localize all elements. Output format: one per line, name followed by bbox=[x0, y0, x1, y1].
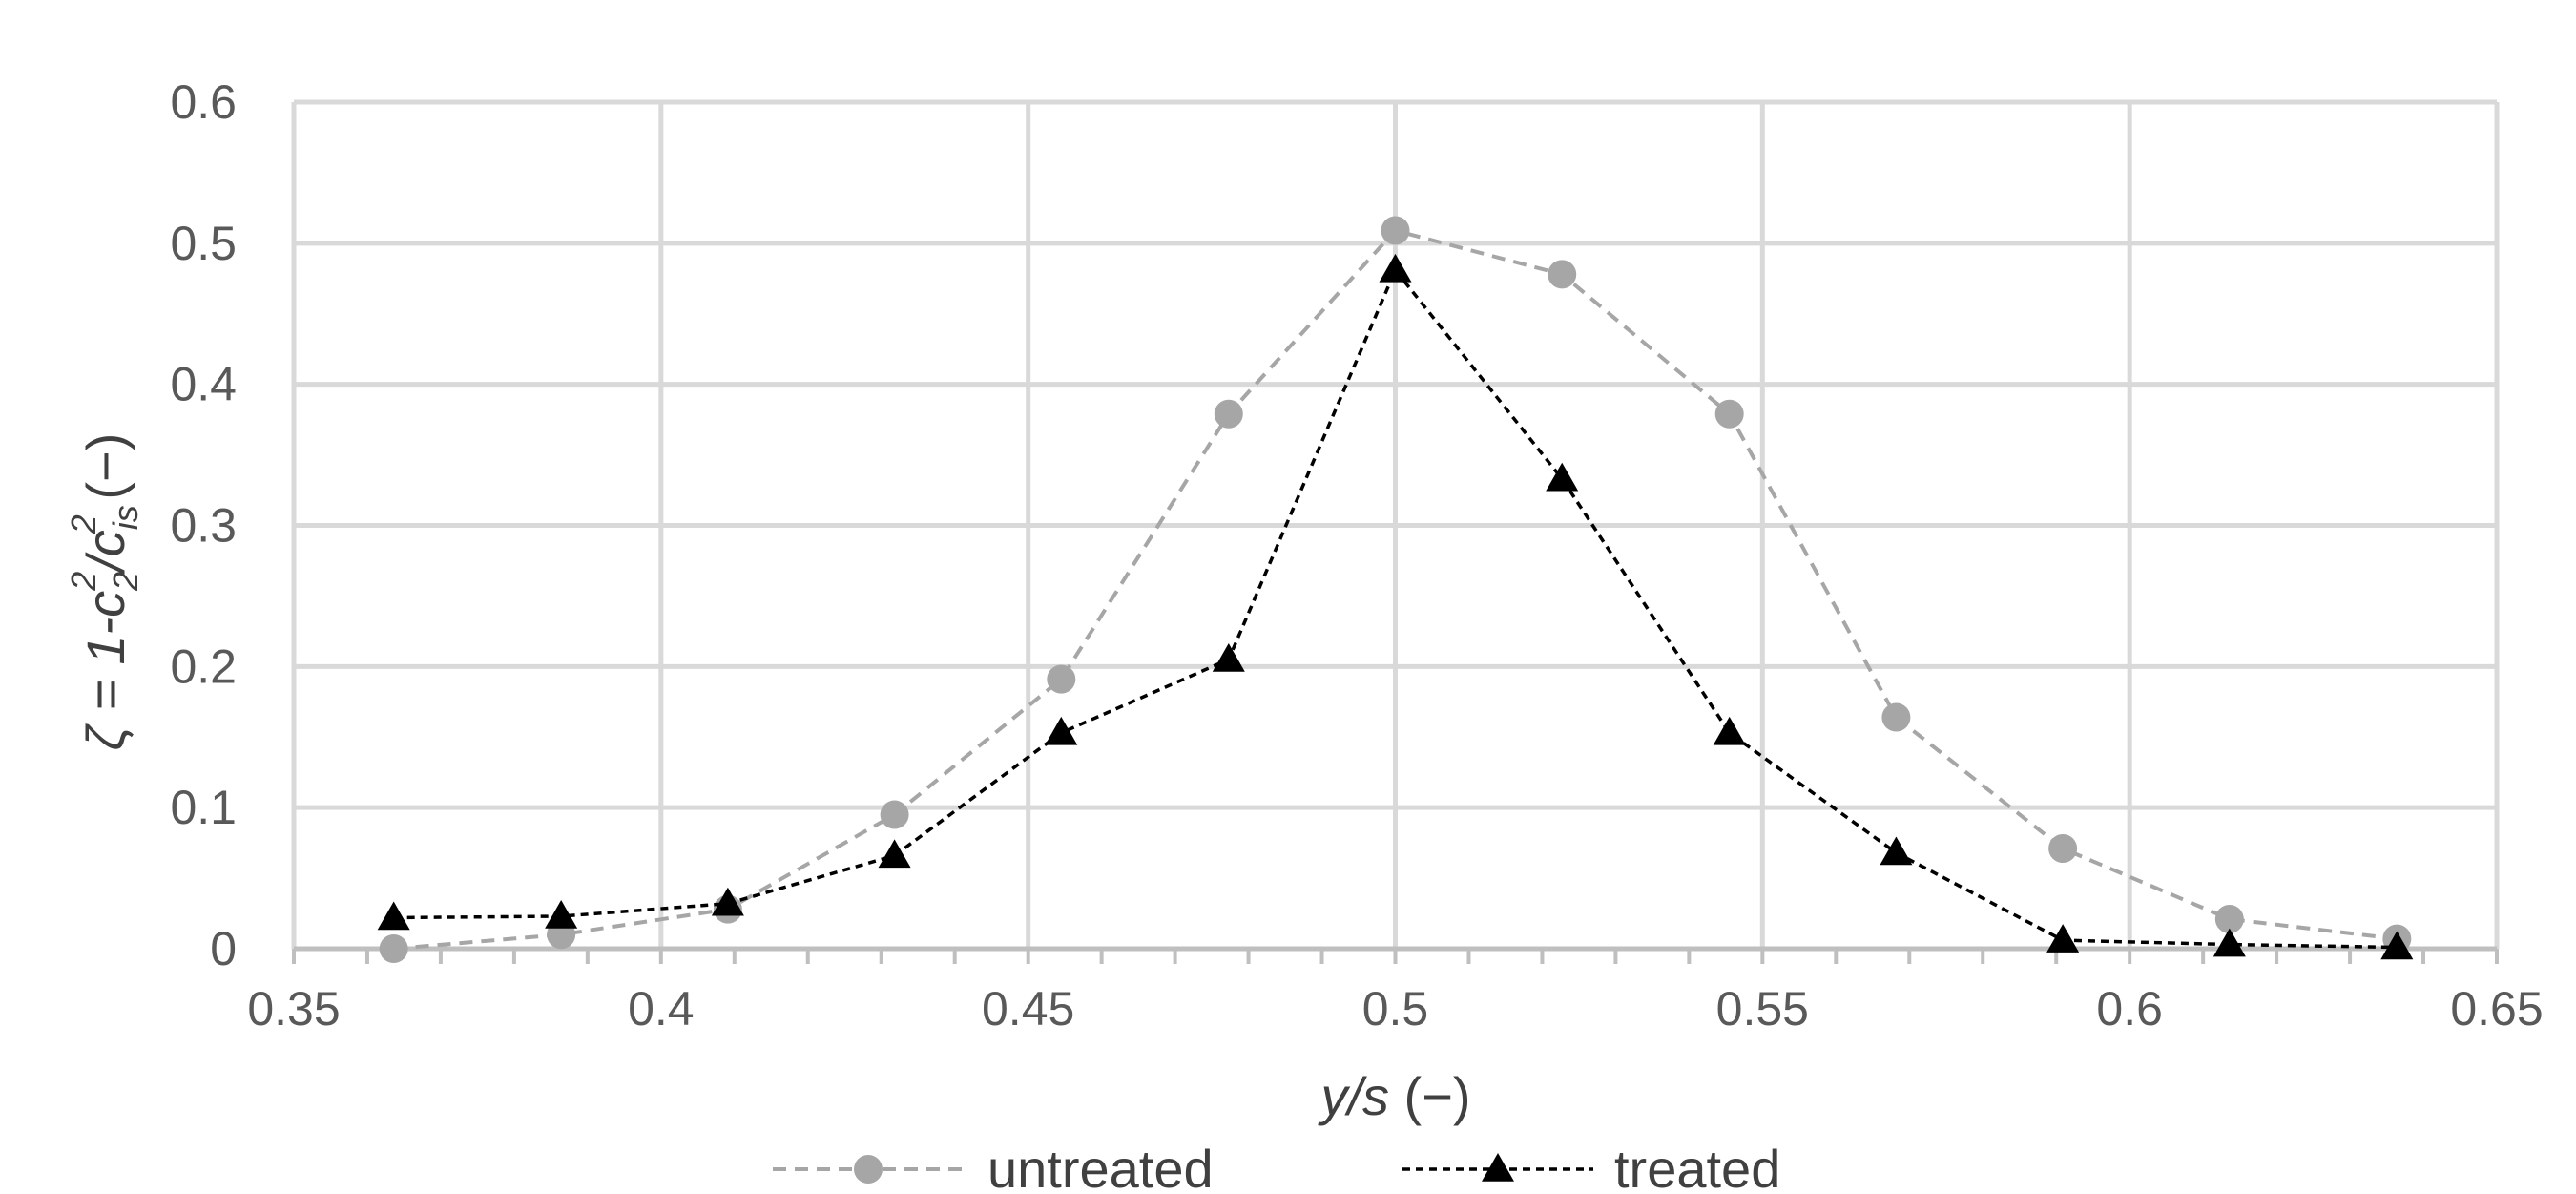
point-untreated-9 bbox=[1881, 702, 1911, 732]
point-untreated-5 bbox=[1214, 399, 1243, 429]
point-untreated-6 bbox=[1381, 216, 1410, 245]
x-tick-label-6: 0.65 bbox=[2450, 982, 2543, 1036]
y-tick-label-4: 0.4 bbox=[170, 358, 237, 411]
point-treated-8 bbox=[1713, 716, 1746, 745]
x-tick-label-4: 0.55 bbox=[1716, 982, 1809, 1036]
legend-item-treated: treated bbox=[1402, 1139, 1780, 1194]
point-treated-7 bbox=[1546, 462, 1579, 492]
point-treated-9 bbox=[1880, 836, 1913, 866]
point-untreated-8 bbox=[1714, 399, 1744, 429]
x-tick-label-2: 0.45 bbox=[982, 982, 1074, 1036]
y-tick-label-3: 0.3 bbox=[170, 499, 237, 553]
point-treated-6 bbox=[1379, 253, 1412, 283]
x-tick-label-5: 0.6 bbox=[2096, 982, 2163, 1036]
x-tick-label-3: 0.5 bbox=[1362, 982, 1429, 1036]
y-tick-label-2: 0.2 bbox=[170, 639, 237, 693]
point-untreated-11 bbox=[2214, 904, 2244, 933]
point-untreated-10 bbox=[2048, 834, 2078, 864]
legend-marker-untreated bbox=[854, 1155, 883, 1184]
point-treated-1 bbox=[545, 899, 578, 929]
y-tick-label-6: 0.6 bbox=[170, 75, 237, 129]
series-layer bbox=[377, 216, 2414, 963]
point-treated-0 bbox=[377, 901, 410, 931]
x-tick-label-0: 0.35 bbox=[247, 982, 340, 1036]
x-axis-label: y/s (−) bbox=[1317, 1066, 1470, 1126]
y-axis-label: ζ = 1-c22/cis2 (−) bbox=[64, 433, 145, 751]
point-treated-2 bbox=[711, 887, 744, 916]
point-treated-4 bbox=[1045, 716, 1078, 745]
x-minor-ticks bbox=[292, 949, 2499, 964]
point-treated-3 bbox=[878, 839, 911, 869]
y-tick-label-5: 0.5 bbox=[170, 217, 237, 270]
point-untreated-7 bbox=[1548, 260, 1577, 289]
point-treated-12 bbox=[2380, 931, 2414, 960]
legend-label-treated: treated bbox=[1614, 1139, 1780, 1194]
point-untreated-0 bbox=[379, 934, 408, 963]
legend-marker-treated bbox=[1482, 1153, 1514, 1182]
point-treated-11 bbox=[2212, 928, 2246, 957]
legend-label-untreated: untreated bbox=[987, 1139, 1214, 1194]
legend-item-untreated: untreated bbox=[773, 1139, 1214, 1194]
point-untreated-3 bbox=[880, 800, 909, 829]
y-tick-label-0: 0 bbox=[210, 922, 237, 975]
x-tick-label-1: 0.4 bbox=[628, 982, 695, 1036]
tick-labels: 0.35 0.4 0.45 0.5 0.55 0.6 0.65 0 0.1 0.2 0.3 0.4 0.… bbox=[170, 75, 2543, 1036]
point-treated-5 bbox=[1212, 642, 1245, 672]
point-untreated-4 bbox=[1047, 664, 1076, 694]
point-treated-10 bbox=[2046, 924, 2080, 953]
y-tick-label-1: 0.1 bbox=[170, 781, 237, 834]
legend: untreated treated bbox=[773, 1139, 1780, 1194]
series-treated bbox=[377, 253, 2414, 960]
